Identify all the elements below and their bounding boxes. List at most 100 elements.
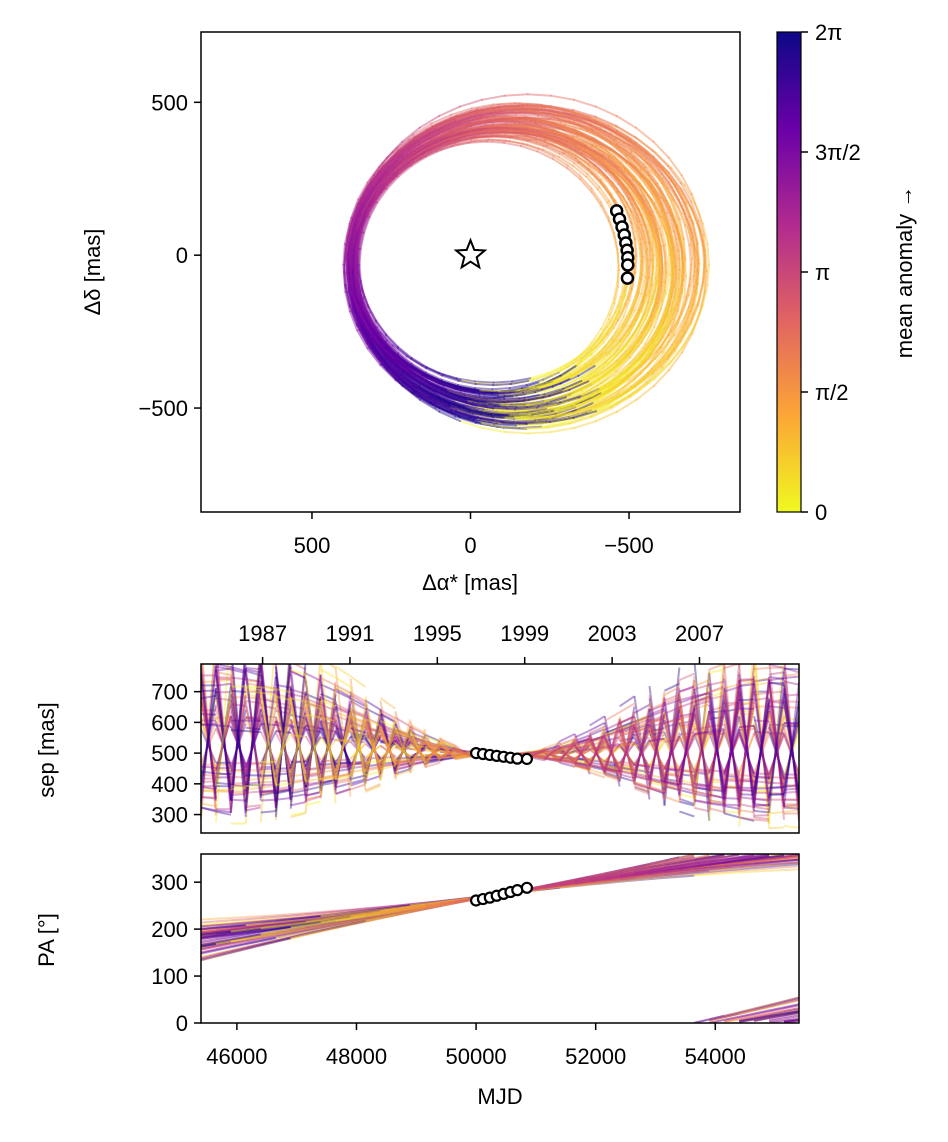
separation-track-segment	[724, 644, 739, 647]
orbit-track-segment	[414, 386, 436, 400]
orbit-track-segment	[380, 339, 397, 356]
orbit-track-segment	[576, 363, 595, 376]
orbit-track-segment	[465, 411, 489, 418]
orbit-track-segment	[506, 403, 529, 407]
orbit-track-segment	[557, 362, 575, 374]
orbit-track-segment	[523, 131, 545, 137]
orbit-track-segment	[591, 155, 608, 169]
orbit-track-segment	[595, 410, 618, 423]
orbit-track-segment	[634, 302, 644, 322]
orbit-track-segment	[396, 373, 415, 388]
orbit-track-segment	[483, 125, 505, 129]
orbit-track-segment	[516, 389, 537, 395]
orbit-track-segment	[429, 140, 449, 151]
orbit-track-segment	[663, 252, 668, 274]
orbit-track-segment	[522, 419, 548, 424]
orbit-track-segment	[360, 186, 373, 207]
orbit-track-segment	[443, 135, 464, 143]
orbit-track-segment	[361, 199, 372, 217]
orbit-track-segment	[563, 125, 584, 136]
orbit-track-segment	[631, 198, 643, 217]
orbit-track-segment	[621, 187, 633, 206]
orbit-track-segment	[347, 221, 355, 245]
orbit-track-segment	[485, 122, 508, 127]
orbit-track-segment	[494, 108, 518, 113]
orbit-track-segment	[437, 134, 457, 143]
orbit-track-segment	[405, 374, 424, 386]
orbit-track-segment	[348, 257, 353, 280]
orbit-track-segment	[475, 134, 496, 138]
orbit-track-segment	[406, 362, 424, 375]
orbit-track-segment	[563, 398, 587, 408]
orbit-track-segment	[639, 357, 657, 375]
orbit-track-segment	[633, 160, 650, 177]
orbit-track-segment	[354, 200, 364, 221]
orbit-track-segment	[658, 292, 667, 314]
orbit-track-segment	[685, 277, 692, 300]
orbit-track-segment	[383, 357, 400, 375]
orbit-track-segment	[381, 348, 398, 366]
orbit-track-segment	[568, 109, 592, 119]
orbit-track-segment	[616, 350, 632, 367]
orbit-track-segment	[625, 192, 637, 210]
orbit-track-segment	[368, 334, 384, 353]
orbit-track-segment	[550, 393, 572, 402]
orbit-track-segment	[358, 302, 366, 321]
orbit-track-segment	[651, 241, 655, 261]
orbit-track-segment	[386, 155, 404, 174]
orbit-track-segment	[565, 381, 586, 392]
orbit-track-segment	[628, 139, 648, 155]
orbit-track-segment	[604, 149, 622, 164]
orbit-track-segment	[553, 373, 572, 384]
orbit-track-segment	[551, 139, 570, 149]
orbit-track-segment	[349, 270, 354, 294]
orbit-track-segment	[655, 334, 670, 353]
orbit-track-segment	[673, 277, 680, 299]
orbit-track-segment	[413, 144, 434, 158]
orbit-track-segment	[358, 263, 362, 282]
orbit-track-segment	[352, 230, 358, 249]
orbit-track-segment	[561, 386, 582, 397]
orbit-track-segment	[502, 426, 527, 430]
orbit-track-segment	[690, 219, 698, 242]
orbit-track-segment	[552, 410, 575, 419]
orbit-track-segment	[472, 419, 496, 426]
orbit-track-segment	[348, 273, 353, 294]
orbit-track-segment	[385, 348, 401, 364]
orbit-track-segment	[702, 240, 706, 263]
orbit-track-segment	[393, 359, 411, 374]
orbit-track-segment	[490, 131, 515, 135]
orbit-track-segment	[524, 400, 547, 407]
sky-y-axis-ticks: 5000−500	[138, 90, 201, 421]
orbit-track-segment	[587, 362, 605, 376]
orbit-track-segment	[505, 122, 528, 127]
orbit-track-segment	[446, 131, 468, 139]
orbit-track-segment	[515, 108, 539, 113]
orbit-track-segment	[519, 387, 541, 393]
orbit-track-segment	[677, 268, 681, 291]
orbit-track-segment	[363, 319, 375, 338]
orbit-track-segment	[656, 284, 663, 305]
orbit-track-segment	[653, 298, 663, 319]
orbit-track-segment	[349, 246, 353, 267]
orbit-track-segment	[547, 118, 572, 124]
orbit-track-segment	[607, 302, 616, 321]
orbit-track-segment	[523, 396, 545, 402]
orbit-track-segment	[593, 150, 614, 163]
orbit-track-segment	[381, 350, 399, 368]
orbit-track-segment	[627, 340, 641, 358]
orbit-track-segment	[641, 238, 645, 259]
orbit-track-segment	[407, 138, 428, 152]
orbit-track-segment	[621, 323, 635, 340]
orbit-track-segment	[638, 247, 642, 267]
orbit-track-segment	[385, 356, 404, 374]
orbit-track-segment	[638, 182, 653, 201]
orbit-track-segment	[560, 140, 581, 151]
orbit-track-segment	[382, 159, 400, 177]
orbit-track-segment	[589, 358, 606, 373]
orbit-track-segment	[695, 239, 699, 261]
orbit-track-segment	[430, 403, 454, 414]
orbit-track-segment	[478, 126, 501, 130]
orbit-track-segment	[508, 140, 528, 146]
orbit-track-segment	[654, 246, 659, 267]
